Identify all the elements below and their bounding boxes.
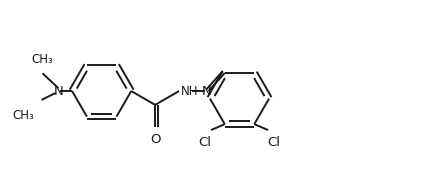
Text: O: O bbox=[150, 134, 160, 146]
Text: N: N bbox=[53, 85, 63, 98]
Text: N: N bbox=[202, 85, 212, 98]
Text: Cl: Cl bbox=[267, 136, 280, 149]
Text: CH₃: CH₃ bbox=[12, 109, 34, 122]
Text: NH: NH bbox=[181, 85, 199, 98]
Text: CH₃: CH₃ bbox=[32, 53, 53, 66]
Text: Cl: Cl bbox=[199, 136, 212, 149]
